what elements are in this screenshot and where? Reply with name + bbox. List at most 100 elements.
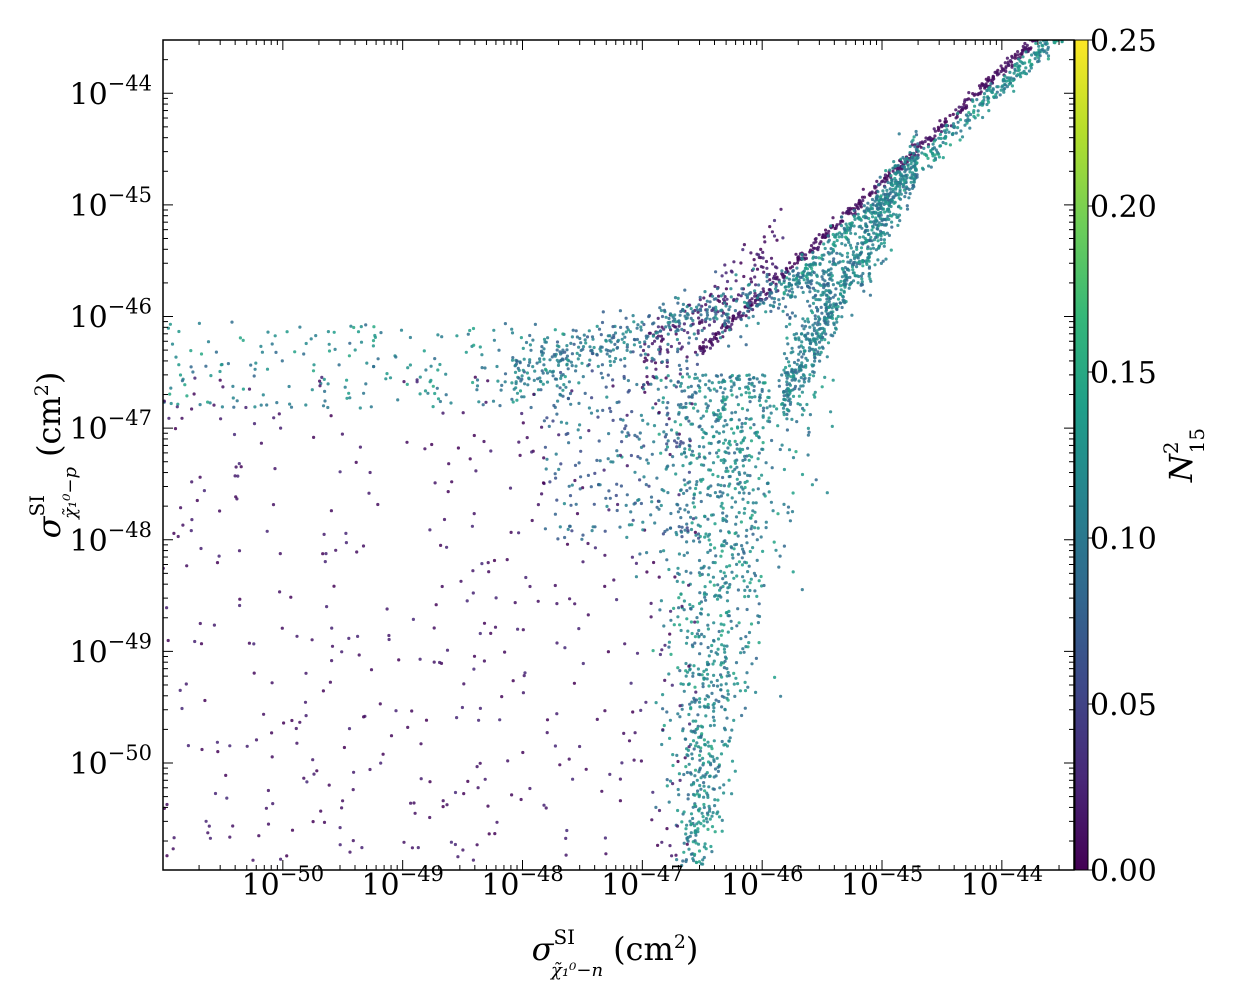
scatter-point [630,555,635,559]
scatter-point [715,678,719,683]
scatter-point [697,444,702,449]
scatter-point [899,157,903,161]
scatter-point [716,408,721,413]
scatter-point [893,182,897,186]
scatter-point [431,405,435,409]
scatter-point [399,328,404,332]
scatter-point [700,673,704,677]
scatter-point [677,552,682,556]
scatter-point [641,348,646,353]
scatter-point [493,832,497,836]
scatter-point [978,86,983,90]
scatter-point [719,458,723,462]
scatter-point [705,409,709,413]
scatter-point [720,501,724,505]
scatter-point [764,292,768,296]
scatter-point [781,236,785,240]
scatter-point [736,552,741,556]
scatter-point [385,372,389,376]
scatter-point [641,528,645,532]
scatter-point [433,481,437,485]
scatter-point [780,269,784,273]
scatter-point [806,278,810,282]
scatter-point [468,328,472,333]
scatter-point [456,855,460,859]
scatter-point [1027,69,1031,73]
scatter-point [356,634,360,639]
scatter-point [657,398,661,402]
scatter-point [713,830,717,834]
scatter-point [697,820,701,824]
scatter-point [722,726,727,730]
scatter-point [1043,31,1046,34]
scatter-point [695,792,699,796]
scatter-point [273,334,277,338]
scatter-point [800,340,804,344]
scatter-point [540,492,544,496]
scatter-point [811,374,816,378]
scatter-point [736,293,741,297]
scatter-point [695,308,700,312]
scatter-point [566,358,570,362]
scatter-point [709,680,714,684]
scatter-point [786,342,790,346]
scatter-point [483,777,487,781]
scatter-point [1004,66,1008,70]
scatter-point [351,839,355,843]
scatter-point [686,835,690,840]
scatter-point [684,417,688,421]
scatter-point [963,98,967,102]
scatter-point [690,631,694,636]
scatter-point [761,441,765,445]
scatter-point [639,445,644,449]
scatter-point [697,601,702,606]
scatter-point [890,178,894,183]
scatter-point [689,620,694,624]
scatter-point [736,403,741,407]
scatter-point [295,741,299,745]
scatter-point [744,385,748,389]
scatter-point [1002,77,1006,82]
scatter-point [527,363,531,368]
scatter-point [689,527,694,532]
scatter-point [709,543,713,547]
scatter-point [669,511,673,516]
scatter-point [482,439,486,444]
scatter-point [763,240,767,244]
scatter-point [647,345,651,349]
scatter-point [711,337,715,342]
scatter-point [674,320,678,324]
scatter-point [247,641,251,645]
scatter-point [199,642,204,646]
scatter-point [353,348,357,352]
scatter-point [563,375,567,379]
scatter-point [716,483,720,487]
scatter-point [396,398,400,402]
scatter-point [1008,70,1012,74]
scatter-point [611,325,615,329]
scatter-point [298,325,302,329]
scatter-point [709,340,713,344]
scatter-point [611,384,615,388]
scatter-point [672,623,676,627]
scatter-point [689,831,693,835]
scatter-point [812,246,817,250]
scatter-point [702,296,706,300]
scatter-point [926,156,930,160]
scatter-point [661,707,665,711]
scatter-point [757,253,761,257]
scatter-point [302,776,306,780]
scatter-point [678,715,682,719]
scatter-point [249,363,253,367]
scatter-point [333,347,337,351]
scatter-point [203,698,207,703]
scatter-point [1072,4,1075,7]
scatter-point [758,393,762,397]
scatter-point [942,129,947,133]
scatter-point [658,652,663,657]
scatter-point [804,263,808,267]
scatter-point [734,522,738,526]
scatter-point [658,608,662,612]
scatter-point [796,285,800,289]
scatter-point [595,717,599,722]
